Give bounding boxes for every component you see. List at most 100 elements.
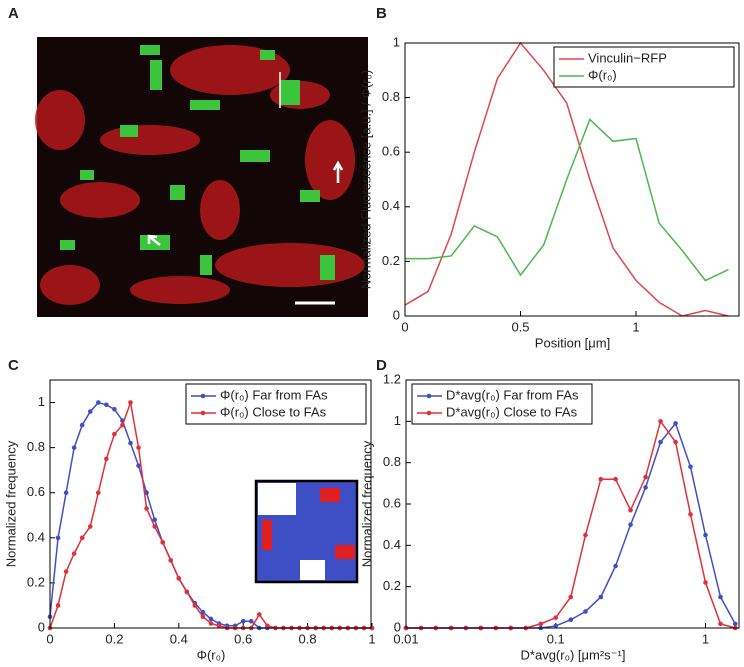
legend-marker: [200, 410, 206, 416]
marker: [200, 609, 206, 615]
marker: [168, 558, 174, 563]
legend-marker: [426, 410, 432, 416]
marker: [613, 476, 618, 482]
marker: [144, 506, 149, 511]
y-tick-label: 0.8: [382, 89, 400, 104]
y-tick-label: 0.6: [382, 144, 400, 159]
y-tick-label: 0: [393, 307, 400, 322]
marker: [63, 490, 69, 496]
panel-label: B: [376, 5, 387, 22]
legend-label: D*avg(r₀) Far from FAs: [446, 387, 579, 402]
marker: [598, 476, 604, 482]
marker: [55, 535, 61, 541]
y-tick-label: 0.8: [383, 454, 401, 469]
marker: [104, 456, 109, 462]
y-tick-label: 1: [38, 394, 45, 409]
y-tick-label: 1.2: [383, 371, 401, 386]
marker: [87, 409, 93, 414]
y-tick-label: 0.2: [383, 578, 401, 593]
y-tick-label: 0: [38, 619, 45, 634]
marker: [79, 535, 85, 541]
marker: [583, 609, 588, 614]
marker: [104, 402, 109, 408]
marker: [553, 615, 559, 620]
marker: [628, 507, 633, 513]
y-tick-label: 0.2: [382, 253, 400, 268]
marker: [718, 621, 723, 627]
x-tick-label: 0.2: [105, 631, 123, 646]
y-axis-label: Normalized frequency: [3, 440, 18, 567]
marker: [703, 580, 708, 585]
marker: [673, 439, 678, 445]
y-tick-label: 0.6: [383, 495, 401, 510]
legend-marker: [200, 393, 206, 399]
plot-frame: [49, 379, 372, 629]
marker: [55, 603, 61, 608]
marker: [658, 419, 663, 424]
x-tick-label: 0.8: [299, 631, 317, 646]
panel-label: D: [376, 357, 387, 374]
legend-label: Φ(r₀): [588, 67, 617, 82]
marker: [184, 589, 190, 595]
marker: [598, 594, 604, 600]
x-tick-label: 1: [632, 319, 639, 334]
x-tick-label: 0: [401, 319, 408, 334]
y-axis-label: Normalized frequency: [359, 440, 374, 567]
y-tick-label: 1: [394, 413, 401, 428]
x-tick-label: 0.4: [170, 631, 188, 646]
y-tick-label: 0: [394, 619, 401, 634]
marker: [568, 617, 574, 623]
marker: [144, 490, 149, 496]
marker: [176, 576, 182, 581]
legend-box: [553, 46, 735, 88]
marker: [71, 551, 77, 556]
marker: [658, 439, 663, 445]
marker: [128, 400, 133, 405]
series-line: [404, 41, 729, 317]
legend-marker: [426, 393, 432, 399]
marker: [643, 485, 648, 490]
x-tick-label: 0.6: [234, 631, 252, 646]
marker: [688, 464, 693, 470]
x-axis-label: Φ(r₀): [197, 647, 226, 662]
marker: [568, 594, 574, 600]
marker: [718, 594, 723, 600]
panel-label: C: [8, 357, 19, 374]
marker: [613, 563, 618, 569]
y-tick-label: 0.2: [27, 574, 45, 589]
marker: [120, 422, 125, 428]
marker: [152, 517, 157, 523]
marker: [160, 540, 165, 545]
marker: [583, 532, 588, 538]
marker: [112, 407, 117, 412]
marker: [628, 522, 633, 527]
y-tick-label: 1: [393, 34, 400, 49]
marker: [128, 440, 133, 446]
marker: [208, 621, 214, 626]
series-line: [405, 118, 729, 282]
marker: [265, 623, 270, 629]
legend-label: Φ(r₀) Close to FAs: [220, 404, 327, 419]
marker: [208, 616, 214, 622]
plot-frame: [405, 379, 740, 629]
marker: [553, 623, 559, 629]
y-axis-label: Normalized Fluorescence [a.u.] / Φ(r₀): [358, 70, 373, 290]
legend-label: Φ(r₀) Far from FAs: [220, 387, 328, 402]
micrograph: [35, 37, 368, 317]
y-tick-label: 0.6: [27, 484, 45, 499]
y-tick-label: 0.4: [382, 198, 400, 213]
marker: [79, 422, 85, 428]
x-tick-label: 0.5: [511, 319, 529, 334]
panel-label: A: [8, 5, 19, 22]
marker: [538, 621, 544, 627]
marker: [257, 612, 262, 617]
plot-frame: [404, 42, 740, 317]
x-axis-label: D*avg(r₀) [μm²s⁻¹]: [521, 647, 626, 662]
x-tick-label: 0: [46, 631, 53, 646]
marker: [216, 623, 222, 629]
legend-label: Vinculin−RFP: [588, 50, 667, 65]
legend-box: [411, 383, 593, 425]
inset: [254, 479, 359, 584]
legend-box: [185, 383, 367, 425]
